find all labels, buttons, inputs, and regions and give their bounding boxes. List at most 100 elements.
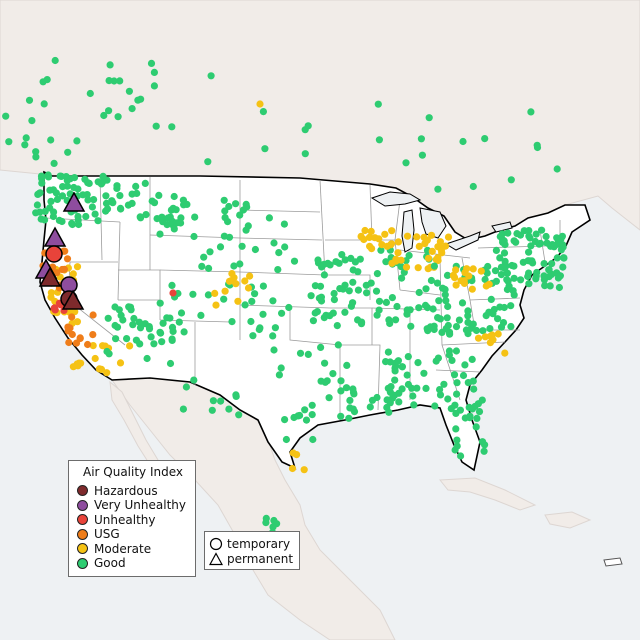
monitor-point [89,311,97,319]
monitor-point [259,282,267,290]
monitor-point [388,227,396,235]
monitor-point [150,340,158,348]
monitor-point [513,230,521,238]
monitor-point [334,341,342,349]
monitor-point [447,405,455,413]
monitor-point [517,276,525,284]
monitor-point [76,334,84,342]
monitor-point [464,307,472,315]
monitor-point [330,289,338,298]
monitor-point [550,243,558,251]
monitor-point [130,314,138,323]
monitor-point [308,401,316,409]
monitor-point [559,263,567,271]
monitor-point [94,217,102,225]
monitor-point [525,248,533,256]
monitor-point [36,208,44,216]
monitor-point [361,226,369,235]
monitor-point [525,232,533,240]
monitor-point [321,359,329,367]
monitor-point [366,403,374,411]
type-legend-item-temporary: temporary [209,537,295,552]
monitor-point [342,384,351,392]
monitor-point [100,111,108,120]
monitor-point [398,274,406,282]
monitor-point [320,271,328,279]
monitor-point [113,182,121,190]
monitor-point [510,237,518,245]
monitor-point [450,371,459,379]
monitor-point [91,354,99,363]
monitor-point [22,134,30,142]
monitor-point [262,514,270,523]
monitor-point [492,277,500,285]
monitor-point [432,255,440,264]
monitor-point [55,216,64,224]
monitor-point [300,466,308,474]
monitor-point [84,196,92,204]
monitor-point [455,316,463,324]
monitor-point [170,225,178,233]
monitor-point [166,359,175,368]
monitor-point [472,326,481,335]
monitor-point [462,326,470,334]
puerto-rico-land [603,557,623,567]
monitor-point [116,359,125,367]
monitor-point [532,272,540,280]
monitor-point [345,414,353,422]
monitor-point [269,523,277,531]
monitor-point [168,281,176,289]
monitor-point [375,297,384,305]
monitor-point [265,214,273,222]
monitor-point [332,258,340,266]
monitor-point [123,335,131,343]
monitor-point [230,262,238,270]
monitor-point [205,264,213,272]
monitor-point [259,310,267,318]
monitor-point [470,385,478,393]
aqi-legend-item-moderate: Moderate [77,542,189,557]
monitor-point [374,100,382,108]
monitor-point [137,95,145,103]
monitor-point [415,304,423,312]
monitor-point [169,327,177,335]
monitor-point [242,200,250,208]
monitor-point [128,105,136,113]
monitor-point [177,214,185,222]
monitor-point [343,361,351,369]
monitor-point [212,301,220,309]
monitor-point [424,327,432,335]
monitor-point [271,324,279,332]
monitor-point [382,298,390,306]
monitor-point [441,242,450,250]
monitor-type-legend: temporary permanent [204,531,300,570]
monitor-point [475,408,484,416]
monitor-point [413,233,421,241]
monitor-point [320,260,328,268]
monitor-point [46,186,54,194]
monitor-point [479,327,487,335]
monitor-point [526,257,534,265]
type-legend-item-permanent: permanent [209,552,295,567]
monitor-point [103,369,111,377]
monitor-point [52,189,61,197]
monitor-point [420,369,428,377]
monitor-point [354,268,362,276]
monitor-point [293,451,301,459]
monitor-point [468,285,476,293]
monitor-point [452,347,460,355]
monitor-point [129,321,137,329]
monitor-point [443,314,451,322]
monitor-point [71,308,79,316]
monitor-point [73,137,81,145]
monitor-point [288,464,297,473]
monitor-point [225,202,233,211]
monitor-point [285,303,293,312]
monitor-point [91,210,99,218]
monitor-point [436,386,444,394]
monitor-point [451,446,459,454]
monitor-point [301,406,309,414]
monitor-point [168,336,176,344]
monitor-point [142,211,150,219]
monitor-point [441,291,449,299]
